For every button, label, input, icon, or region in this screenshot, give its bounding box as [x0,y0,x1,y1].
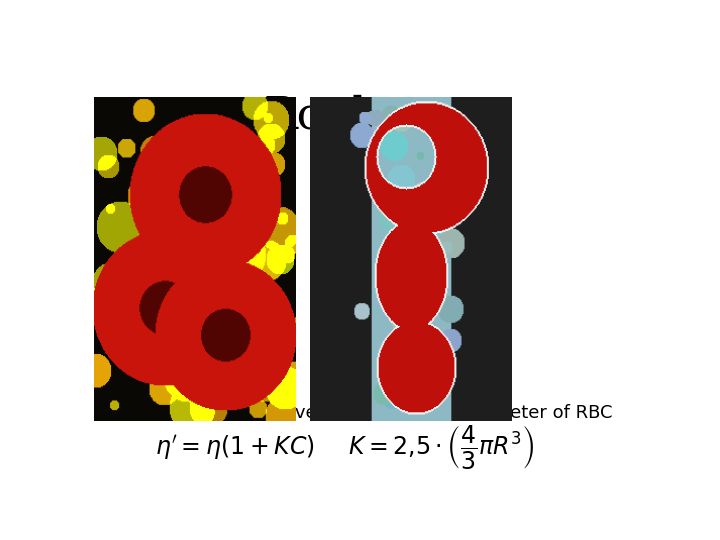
Text: $K = 2{,}5 \cdot \left(\dfrac{4}{3}\pi R^3\right)$: $K = 2{,}5 \cdot \left(\dfrac{4}{3}\pi R… [348,423,535,471]
Text: Rouleaux: Rouleaux [264,94,474,137]
Text: $\eta' = \eta(1 + KC)$: $\eta' = \eta(1 + KC)$ [156,433,315,462]
Text: Diameter of blood vessel is less than diameter of RBC: Diameter of blood vessel is less than di… [126,404,612,422]
